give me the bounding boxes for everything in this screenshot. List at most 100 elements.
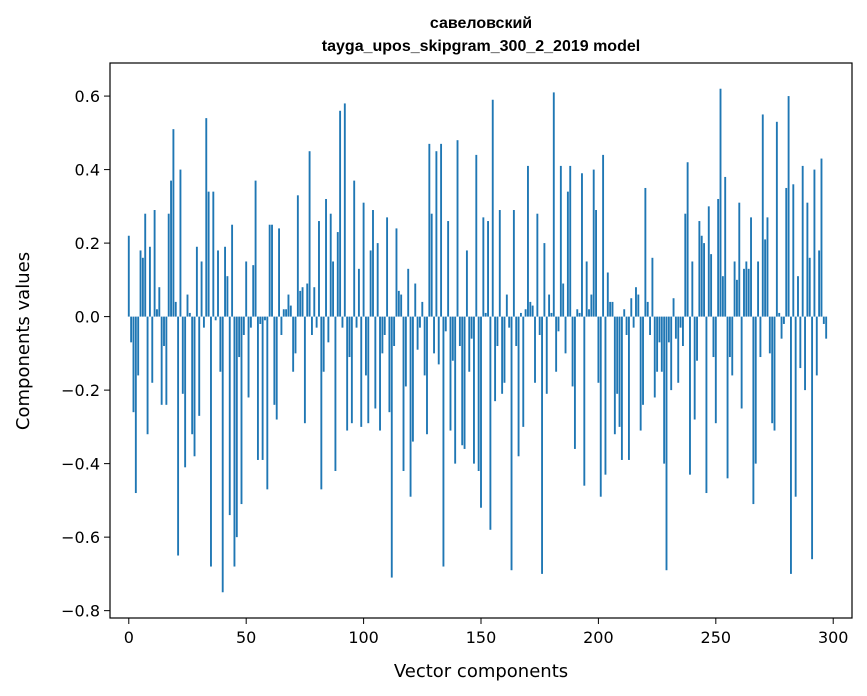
bar xyxy=(569,165,572,317)
bar xyxy=(726,316,729,479)
bar xyxy=(682,316,684,347)
bar xyxy=(519,312,522,317)
bar xyxy=(311,316,313,335)
bar xyxy=(597,316,600,383)
bar xyxy=(268,224,271,317)
bar xyxy=(174,301,177,317)
bar xyxy=(693,316,696,420)
bar xyxy=(151,316,154,383)
bar xyxy=(186,294,189,317)
bar xyxy=(754,316,757,464)
bar xyxy=(301,287,304,317)
bar xyxy=(158,287,161,317)
bar xyxy=(219,316,222,372)
bar xyxy=(271,224,273,317)
bar xyxy=(724,176,727,317)
chart-title: савеловский xyxy=(430,15,532,32)
bar xyxy=(703,243,706,317)
bar xyxy=(825,316,828,339)
bar xyxy=(498,210,501,317)
bar xyxy=(336,232,339,317)
bar xyxy=(543,243,546,317)
bar xyxy=(606,272,609,317)
bar xyxy=(592,169,595,317)
bar xyxy=(651,257,654,317)
bar xyxy=(541,316,543,574)
bar xyxy=(700,235,703,317)
bar xyxy=(365,316,367,376)
bar xyxy=(280,316,283,335)
bar xyxy=(768,316,771,354)
bar xyxy=(132,316,135,413)
bar xyxy=(660,316,663,372)
y-tick-label: −0.6 xyxy=(61,528,100,547)
bar xyxy=(801,165,804,317)
bar xyxy=(501,316,504,394)
bar xyxy=(578,312,581,317)
bar xyxy=(242,316,245,335)
bar xyxy=(254,180,257,317)
bar xyxy=(564,316,567,354)
bar xyxy=(430,213,433,317)
bar xyxy=(393,316,396,347)
bar xyxy=(512,210,515,317)
bar xyxy=(449,316,452,431)
bar xyxy=(259,316,262,324)
bar xyxy=(306,283,309,317)
bar xyxy=(238,316,241,358)
bar xyxy=(374,316,377,409)
bar xyxy=(604,316,607,475)
bar xyxy=(571,316,574,387)
bar xyxy=(649,316,651,335)
bar xyxy=(531,305,534,317)
bar xyxy=(806,202,809,317)
bar xyxy=(200,261,203,317)
bar xyxy=(470,316,473,339)
bar xyxy=(696,316,698,361)
bar xyxy=(632,316,635,328)
bar xyxy=(156,309,158,317)
bar xyxy=(282,309,285,317)
bar xyxy=(296,195,299,317)
y-axis-ticks: −0.8 −0.6 −0.4 −0.2 0.0 0.2 0.4 0.6 xyxy=(61,87,110,621)
bar xyxy=(484,312,487,317)
bar xyxy=(458,316,461,347)
bar xyxy=(522,316,525,427)
y-tick-label: 0.2 xyxy=(75,234,100,253)
x-tick-label: 300 xyxy=(818,628,849,647)
x-tick-label: 150 xyxy=(466,628,497,647)
bar xyxy=(583,316,586,486)
bar xyxy=(609,301,612,317)
bar xyxy=(644,187,647,317)
bar xyxy=(550,312,553,317)
bar xyxy=(740,316,743,409)
bar xyxy=(510,316,513,571)
bar xyxy=(670,316,673,391)
bar xyxy=(576,309,579,317)
bar xyxy=(221,316,224,593)
bar xyxy=(475,154,478,317)
bar xyxy=(602,154,605,317)
y-tick-label: −0.2 xyxy=(61,381,100,400)
bar xyxy=(635,287,637,317)
bar xyxy=(674,316,677,339)
bar xyxy=(677,316,680,383)
bar xyxy=(353,180,356,317)
bar xyxy=(658,316,661,343)
bar xyxy=(261,316,264,460)
bar xyxy=(785,187,788,317)
bar xyxy=(369,250,372,317)
bar xyxy=(684,213,687,317)
bar xyxy=(273,316,276,405)
bar xyxy=(355,316,358,328)
bar xyxy=(804,316,806,391)
bar xyxy=(775,121,778,317)
x-tick-label: 100 xyxy=(348,628,379,647)
bar xyxy=(557,316,560,332)
bar xyxy=(738,202,741,317)
bar xyxy=(177,316,180,556)
bar xyxy=(289,305,292,317)
bar xyxy=(717,198,720,317)
bar xyxy=(421,301,424,317)
bar xyxy=(456,140,459,317)
